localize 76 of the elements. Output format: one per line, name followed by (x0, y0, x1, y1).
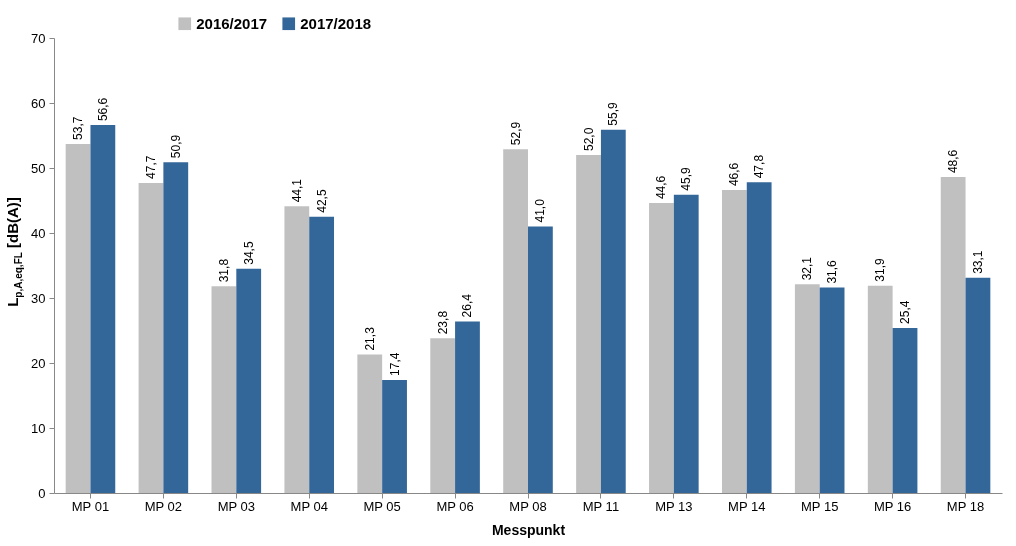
bar (503, 149, 528, 493)
bar (576, 155, 601, 493)
bar (673, 194, 699, 493)
data-label: 56,6 (95, 97, 110, 122)
x-tick-label: MP 06 (436, 498, 474, 514)
data-label: 55,9 (606, 101, 621, 126)
bar (649, 203, 674, 493)
bar (455, 321, 480, 493)
bar (721, 190, 747, 493)
data-label: 31,8 (216, 258, 231, 283)
bar (940, 177, 966, 493)
x-tick-label: MP 16 (873, 498, 912, 514)
x-tick-label: MP 08 (509, 498, 547, 514)
x-tick-label: MP 04 (290, 498, 328, 514)
legend-label: 2016/2017 (196, 14, 268, 32)
bar (309, 216, 335, 493)
data-label: 34,5 (241, 241, 256, 265)
bar (65, 143, 91, 493)
x-axis-title: Messpunkt (491, 521, 566, 538)
data-label: 32,1 (800, 256, 815, 281)
data-label: 26,4 (460, 293, 475, 318)
bar (430, 338, 456, 493)
bar (965, 277, 991, 493)
data-label: 46,6 (727, 162, 742, 187)
y-tick-label: 70 (31, 30, 46, 46)
y-tick-label: 0 (38, 485, 46, 501)
bar (236, 268, 262, 493)
y-tick-label: 60 (31, 95, 46, 111)
data-label: 41,0 (533, 198, 548, 223)
bar (90, 125, 116, 493)
x-tick-label: MP 05 (363, 498, 401, 514)
data-label: 17,4 (387, 352, 402, 376)
bar (892, 327, 918, 493)
data-label: 47,7 (143, 155, 158, 179)
bar (528, 226, 553, 493)
bar (163, 162, 189, 493)
y-tick-label: 30 (31, 290, 46, 306)
data-label: 44,6 (654, 175, 669, 200)
bar (357, 354, 383, 493)
bar (819, 287, 845, 493)
x-tick-label: MP 15 (801, 498, 839, 514)
data-label: 21,3 (362, 326, 377, 351)
x-tick-label: MP 14 (728, 498, 766, 514)
data-label: 53,7 (71, 116, 86, 140)
data-label: 52,0 (581, 127, 596, 151)
data-label: 42,5 (314, 189, 329, 213)
x-tick-label: MP 18 (946, 498, 985, 514)
data-label: 44,1 (289, 178, 304, 203)
x-tick-label: MP 11 (582, 498, 620, 514)
bar (284, 206, 310, 493)
data-label: 31,6 (825, 259, 840, 284)
bar (382, 379, 407, 493)
data-label: 50,9 (168, 134, 183, 159)
y-tick-label: 20 (31, 355, 46, 371)
legend-label: 2017/2018 (300, 14, 372, 32)
bar (211, 286, 237, 493)
y-tick-label: 40 (31, 225, 46, 241)
data-label: 25,4 (898, 300, 913, 324)
bar (794, 284, 820, 493)
data-label: 31,9 (873, 257, 888, 282)
data-label: 47,8 (752, 154, 767, 179)
data-label: 23,8 (435, 310, 450, 335)
x-tick-label: MP 13 (655, 498, 693, 514)
y-tick-label: 50 (31, 160, 46, 176)
x-tick-label: MP 03 (217, 498, 255, 514)
bar (867, 285, 893, 493)
bar (138, 182, 164, 493)
data-label: 33,1 (970, 250, 985, 274)
y-tick-label: 10 (31, 420, 46, 436)
data-label: 45,9 (679, 166, 694, 191)
bar (600, 129, 626, 493)
x-tick-label: MP 02 (144, 498, 183, 514)
data-label: 48,6 (946, 149, 961, 174)
data-label: 52,9 (508, 121, 523, 146)
x-tick-label: MP 01 (71, 498, 110, 514)
bar (746, 182, 772, 493)
